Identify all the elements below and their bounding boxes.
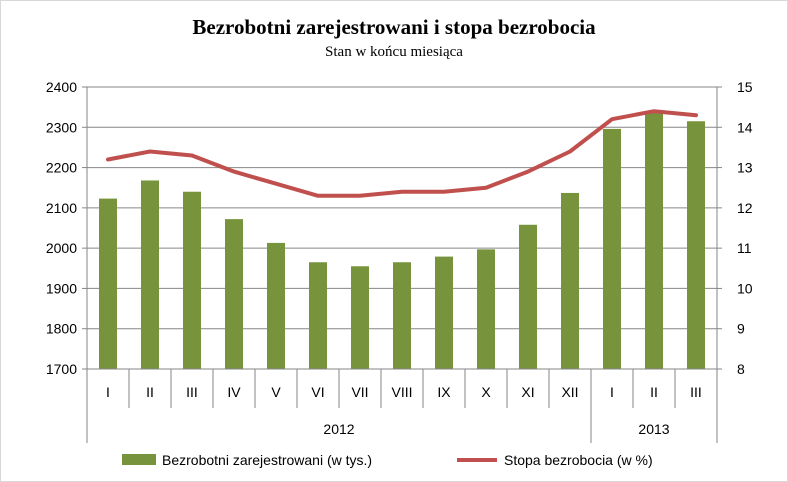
legend: Bezrobotni zarejestrowani (w tys.) Stopa …	[122, 452, 653, 468]
legend-bar-swatch	[122, 454, 156, 465]
left-tick-label: 2100	[46, 200, 77, 216]
bar	[225, 219, 243, 369]
left-tick-label: 2000	[46, 240, 77, 256]
year-label: 2012	[323, 421, 354, 437]
bar	[309, 262, 327, 369]
legend-line-label: Stopa bezrobocia (w %)	[504, 452, 653, 468]
bar	[267, 242, 285, 369]
x-tick-label: VIII	[391, 384, 412, 400]
x-tick-label: IV	[227, 384, 241, 400]
x-tick-label: X	[481, 384, 491, 400]
left-tick-label: 1800	[46, 321, 77, 337]
x-tick-label: II	[146, 384, 154, 400]
bar	[687, 121, 705, 369]
x-axis-labels: I II III IV V VI VII VIII IX X XI XII I II III	[106, 384, 702, 400]
left-tick-label: 2400	[46, 79, 77, 95]
bar	[477, 249, 495, 369]
unemployment-rate-line	[106, 109, 698, 198]
bar	[183, 191, 201, 369]
bar-series	[99, 112, 705, 369]
bar	[603, 128, 621, 369]
left-tick-label: 1700	[46, 361, 77, 377]
left-tick-label: 2200	[46, 160, 77, 176]
right-tick-label: 15	[737, 79, 753, 95]
bar	[519, 224, 537, 369]
line-series	[106, 109, 698, 198]
year-labels: 2012 2013	[323, 421, 669, 437]
legend-bar-label: Bezrobotni zarejestrowani (w tys.)	[162, 452, 372, 468]
x-tick-label: VI	[311, 384, 324, 400]
x-tick-label: I	[610, 384, 614, 400]
x-tick-label: III	[186, 384, 198, 400]
x-tick-label: I	[106, 384, 110, 400]
x-tick-label: XI	[521, 384, 534, 400]
year-label: 2013	[638, 421, 669, 437]
chart-title: Bezrobotni zarejestrowani i stopa bezrob…	[192, 15, 596, 39]
right-tick-label: 9	[737, 321, 745, 337]
x-tick-label: XII	[561, 384, 578, 400]
right-axis-labels: 8 9 10 11 12 13 14 15	[737, 79, 753, 377]
bar	[645, 112, 663, 369]
axes	[82, 86, 722, 443]
bar	[141, 180, 159, 369]
chart-subtitle: Stan w końcu miesiąca	[325, 44, 463, 60]
x-tick-label: II	[650, 384, 658, 400]
bar	[435, 256, 453, 369]
x-tick-label: III	[690, 384, 702, 400]
right-tick-label: 10	[737, 280, 753, 296]
left-tick-label: 1900	[46, 280, 77, 296]
left-tick-label: 2300	[46, 119, 77, 135]
bar	[561, 192, 579, 369]
right-tick-label: 14	[737, 119, 753, 135]
right-tick-label: 13	[737, 160, 753, 176]
x-tick-label: IX	[437, 384, 451, 400]
left-axis-labels: 1700 1800 1900 2000 2100 2200 2300 2400	[46, 79, 77, 377]
bar	[393, 262, 411, 369]
bar	[351, 266, 369, 369]
x-tick-label: V	[271, 384, 281, 400]
bar	[99, 198, 117, 369]
right-tick-label: 12	[737, 200, 753, 216]
x-tick-label: VII	[351, 384, 368, 400]
right-tick-label: 8	[737, 361, 745, 377]
right-tick-label: 11	[737, 240, 752, 256]
